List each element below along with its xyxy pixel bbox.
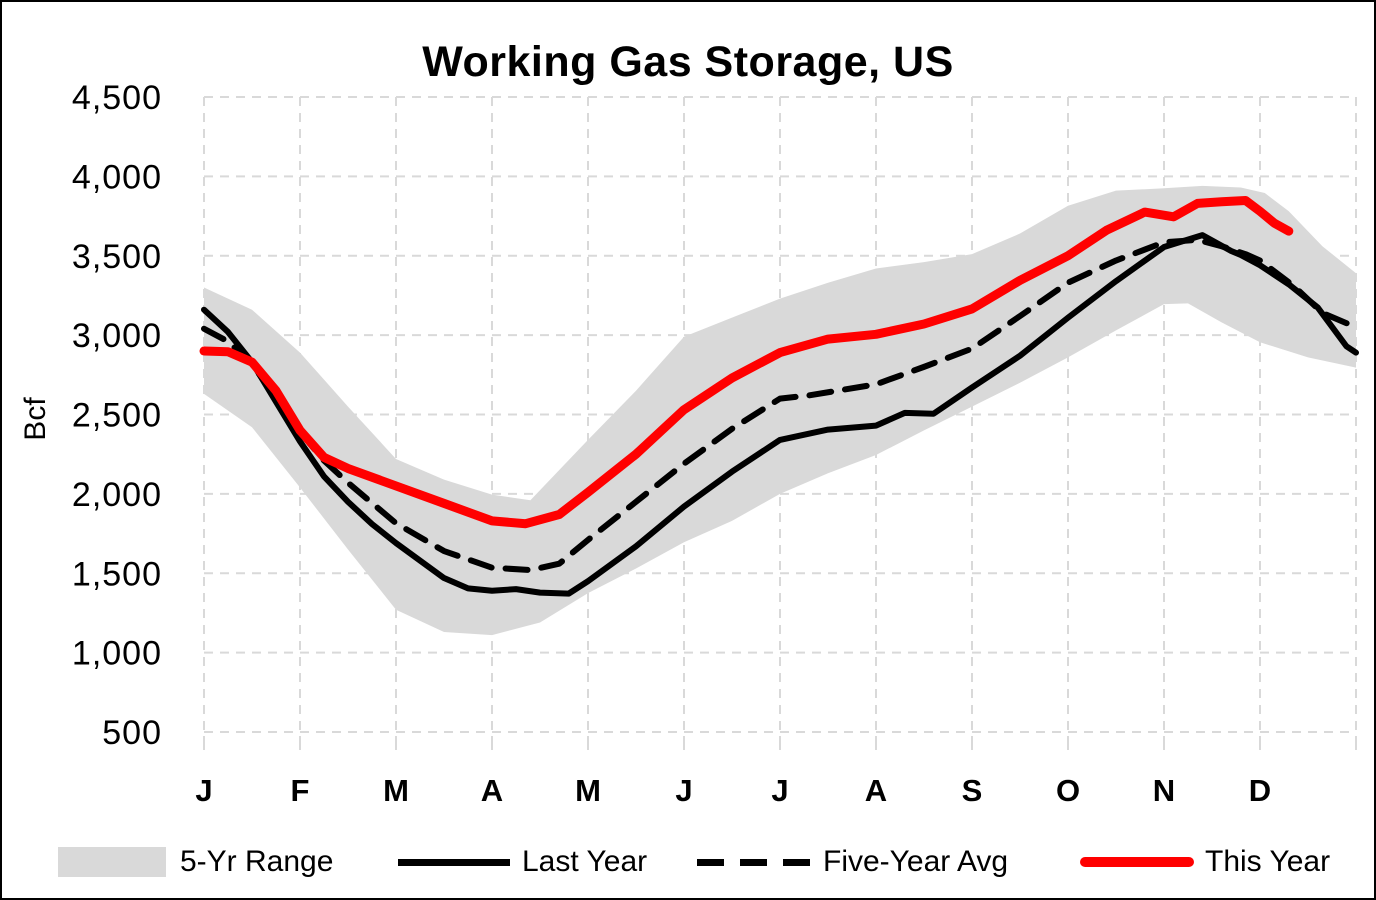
legend-label-this-year: This Year bbox=[1205, 845, 1331, 878]
x-tick-label: F bbox=[291, 773, 310, 808]
x-tick-label: M bbox=[575, 773, 601, 808]
chart-title: Working Gas Storage, US bbox=[422, 38, 954, 86]
x-tick-label: O bbox=[1056, 773, 1080, 808]
legend-swatch-5yr-range-icon bbox=[58, 847, 166, 877]
x-tick-label: A bbox=[481, 773, 503, 808]
x-tick-label: J bbox=[675, 773, 692, 808]
legend-label-5yr-range: 5-Yr Range bbox=[180, 845, 334, 878]
legend-label-last-year: Last Year bbox=[522, 845, 648, 878]
y-tick-label: 4,000 bbox=[72, 158, 162, 196]
x-tick-label: D bbox=[1249, 773, 1271, 808]
legend-swatch-five-year-avg-icon bbox=[697, 859, 811, 866]
x-tick-label: A bbox=[865, 773, 887, 808]
x-tick-label: J bbox=[195, 773, 212, 808]
x-tick-label: N bbox=[1153, 773, 1175, 808]
y-tick-label: 1,000 bbox=[72, 635, 162, 673]
y-tick-label: 3,500 bbox=[72, 238, 162, 276]
legend-swatch-this-year-icon bbox=[1080, 857, 1194, 867]
legend-label-five-year-avg: Five-Year Avg bbox=[823, 845, 1009, 878]
y-tick-label: 1,500 bbox=[72, 555, 162, 593]
y-tick-label: 4,500 bbox=[72, 79, 162, 117]
y-tick-label: 2,000 bbox=[72, 476, 162, 514]
this-year-line bbox=[199, 196, 1294, 529]
x-tick-label: M bbox=[383, 773, 409, 808]
y-tick-label: 2,500 bbox=[72, 397, 162, 435]
x-tick-label: S bbox=[962, 773, 983, 808]
legend-swatch-last-year-icon bbox=[398, 859, 510, 866]
y-tick-label: 500 bbox=[102, 714, 162, 752]
last-year-line bbox=[201, 232, 1359, 597]
y-tick-label: 3,000 bbox=[72, 317, 162, 355]
x-tick-label: J bbox=[771, 773, 788, 808]
